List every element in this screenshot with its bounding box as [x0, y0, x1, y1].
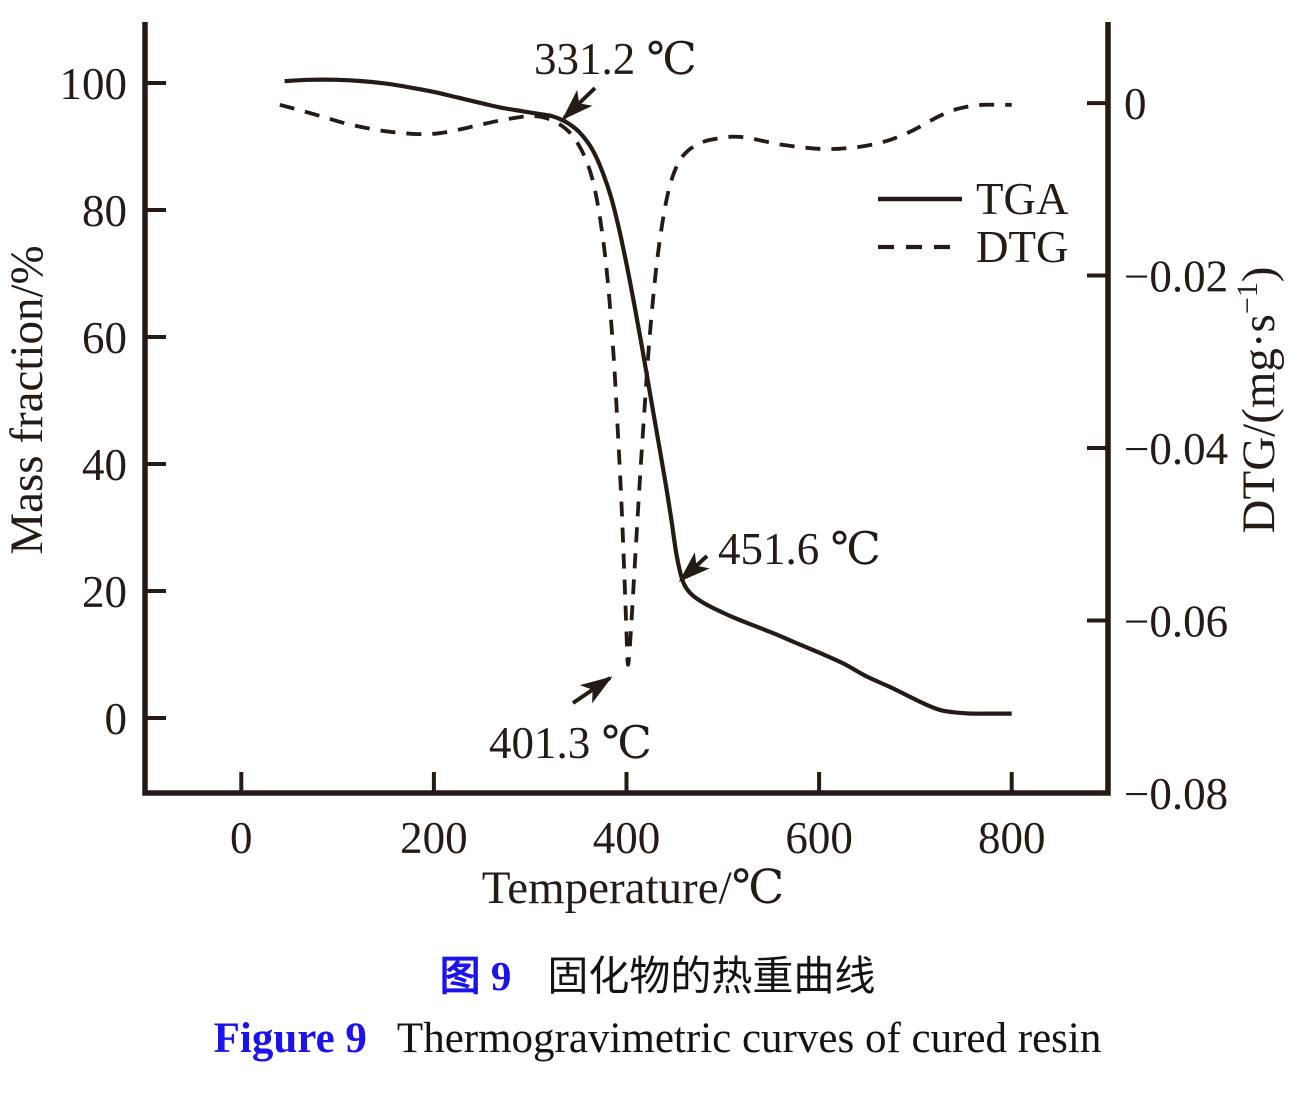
- plot-area: 0 200 400 600 800 0 20 40 60 80 100 0 −0.02 −0.04 −0.0…: [60, 22, 1228, 863]
- caption-en-text: Thermogravimetric curves of cured resin: [396, 1015, 1102, 1063]
- y-right-tick-label: −0.02: [1124, 252, 1228, 302]
- y-left-tick-label: 100: [60, 59, 128, 109]
- caption-zh-tag: 图 9: [439, 953, 512, 999]
- y-right-tick-label: −0.06: [1124, 597, 1228, 647]
- y-left-axis-title: Mass fraction/%: [1, 245, 53, 554]
- x-tick-label: 0: [230, 813, 253, 863]
- legend-label-tga: TGA: [976, 174, 1069, 224]
- tga-dtg-chart: 0 200 400 600 800 0 20 40 60 80 100 0 −0.02 −0.04 −0.0…: [1, 22, 1285, 914]
- caption-zh-text: 固化物的热重曲线: [547, 953, 876, 999]
- annotation-arrow: [678, 552, 710, 583]
- figure-captions: 图 9 固化物的热重曲线 Figure 9 Thermogravimetric cu…: [0, 952, 1315, 1065]
- dtg-curve: [279, 102, 1012, 667]
- annotation-end-451: 451.6 ℃: [718, 524, 881, 574]
- annotation-arrow: [571, 676, 613, 705]
- y-left-tick-label: 80: [82, 186, 127, 236]
- tga-curve: [284, 77, 1012, 716]
- y-right-tick-label: −0.08: [1124, 769, 1228, 819]
- caption-zh: 图 9 固化物的热重曲线: [0, 952, 1315, 1000]
- y-left-tick-label: 60: [82, 313, 127, 363]
- x-axis-title: Temperature/℃: [482, 862, 784, 914]
- y-left-tick-label: 0: [105, 694, 128, 744]
- y-right-axis-title: DTG/(mg·s−1): [1231, 267, 1285, 534]
- y-left-tick-label: 20: [82, 567, 127, 617]
- x-tick-label: 200: [400, 813, 468, 863]
- legend-label-dtg: DTG: [976, 222, 1068, 272]
- x-tick-label: 600: [785, 813, 853, 863]
- annotation-arrow: [561, 86, 597, 121]
- caption-en: Figure 9 Thermogravimetric curves of cure…: [0, 1014, 1315, 1065]
- legend: TGA DTG: [878, 174, 1069, 272]
- y-right-tick-label: −0.04: [1124, 424, 1228, 474]
- y-right-tick-label: 0: [1124, 79, 1147, 129]
- axes-frame: [142, 22, 1111, 796]
- caption-en-tag: Figure 9: [213, 1015, 367, 1063]
- x-tick-label: 400: [593, 813, 661, 863]
- x-tick-label: 800: [978, 813, 1046, 863]
- annotation-peak-401: 401.3 ℃: [489, 718, 652, 768]
- y-left-tick-label: 40: [82, 440, 127, 490]
- annotation-onset-331: 331.2 ℃: [534, 34, 697, 84]
